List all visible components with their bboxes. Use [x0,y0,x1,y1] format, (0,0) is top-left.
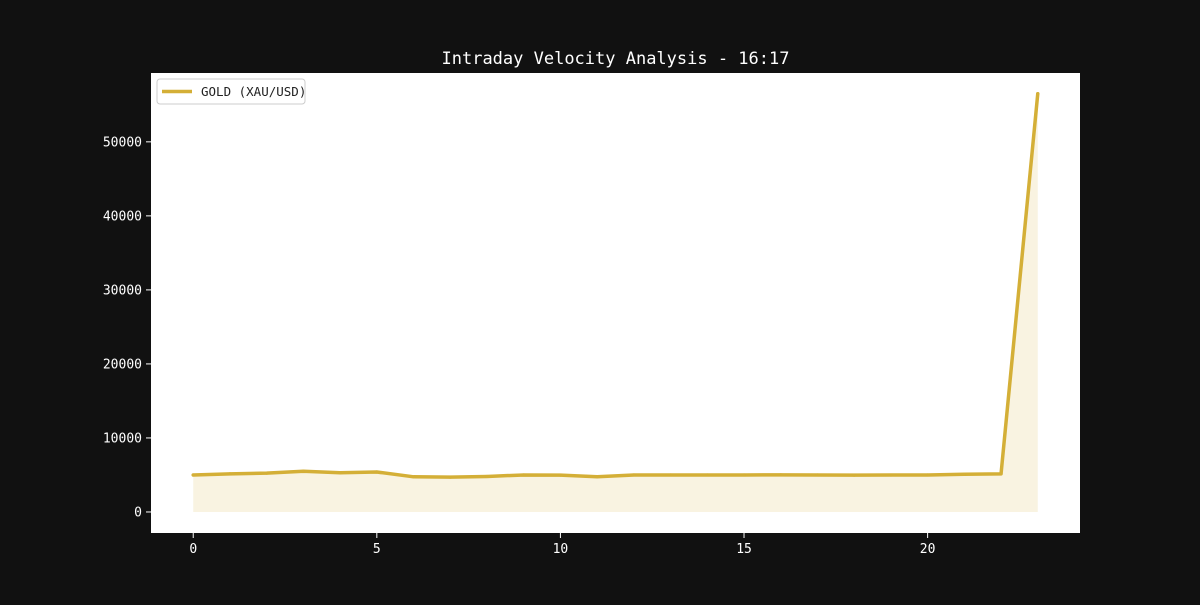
y-tick-label: 0 [134,505,142,520]
y-axis: 0 10000 20000 30000 40000 50000 [103,135,151,520]
x-tick-label: 20 [920,542,936,557]
data-point [411,475,416,479]
legend-box [156,78,306,105]
y-tick-label: 10000 [103,431,142,446]
chart-title: Intraday Velocity Analysis - 16:17 [442,49,790,69]
x-tick-label: 0 [189,542,197,557]
data-point [962,472,966,476]
data-point [558,473,563,477]
data-point [889,473,893,477]
data-point [815,473,820,477]
series-line-0 [191,91,1040,479]
data-point [779,473,783,477]
plot-area [151,73,1080,533]
data-point [742,473,746,477]
data-point [448,475,452,479]
data-point [926,473,930,477]
y-tick-label: 40000 [103,209,142,224]
legend-label: GOLD (XAU/USD) [201,84,306,99]
data-point [265,471,269,475]
data-point [595,475,599,479]
data-point [522,473,526,477]
data-point [705,473,709,477]
data-point [852,473,856,477]
y-tick-label: 30000 [103,283,142,298]
series-lines [191,91,1040,479]
data-point [338,471,342,475]
data-point [191,473,195,477]
data-point [301,469,305,473]
data-point [485,474,489,479]
x-tick-label: 10 [553,542,569,557]
data-point [999,472,1003,476]
x-axis: 0 5 10 15 20 [189,533,935,557]
y-tick-label: 50000 [103,135,142,150]
data-point [632,473,636,477]
legend[interactable]: GOLD (XAU/USD) [156,78,306,105]
x-tick-label: 5 [373,542,381,557]
data-point [1036,92,1040,96]
y-tick-label: 20000 [103,357,142,372]
data-point [228,472,232,476]
data-point [375,470,379,474]
data-point [668,473,673,477]
x-tick-label: 15 [736,542,752,557]
